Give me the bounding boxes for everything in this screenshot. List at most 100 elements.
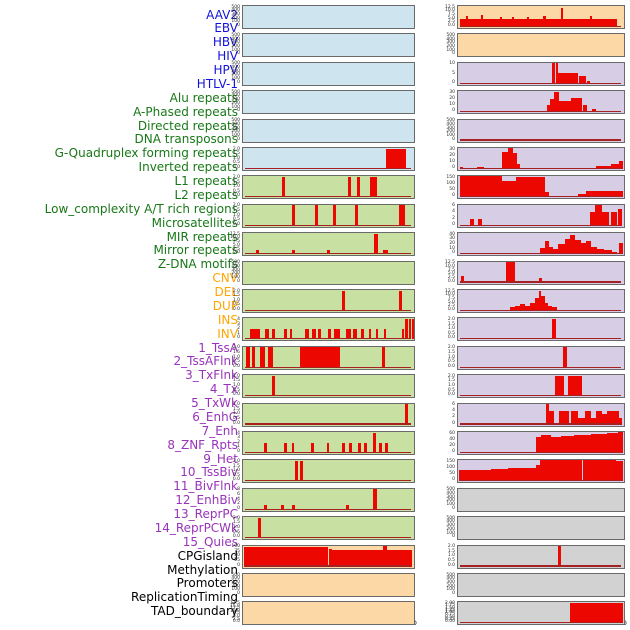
data-bar: [541, 435, 551, 453]
data-bar: [281, 504, 285, 510]
data-bar: [536, 465, 541, 482]
y-tick-label: 1.0: [447, 354, 455, 360]
data-bar: [511, 16, 514, 27]
y-tick-label: 8: [237, 487, 240, 493]
data-bar: [459, 176, 502, 198]
y-tick-label: 0.5: [232, 529, 240, 535]
signal-baseline: [459, 423, 621, 425]
y-tick-label: 10.0: [229, 235, 240, 241]
track-panel-tad-boundary: [457, 601, 625, 626]
y-tick-label: 0.5: [447, 387, 455, 393]
y-tick-label: 500: [231, 32, 240, 38]
data-bar: [272, 375, 276, 397]
y-tick-label: 2.5: [447, 274, 455, 280]
y-tick-label: 50: [449, 187, 455, 193]
data-bar: [613, 410, 619, 425]
data-bar: [558, 72, 578, 84]
data-bar: [360, 329, 364, 340]
data-bar: [516, 163, 521, 169]
y-tick-label: 500: [446, 32, 455, 38]
data-bar: [342, 442, 346, 453]
y-tick-label: 100: [231, 544, 240, 550]
data-bar: [590, 434, 608, 453]
data-bar: [398, 290, 402, 311]
y-tick-label: 500: [231, 118, 240, 124]
data-bar: [610, 163, 620, 169]
data-bar: [520, 304, 526, 311]
signal-baseline: [459, 139, 621, 141]
data-bar: [555, 62, 559, 84]
signal-baseline: [459, 565, 621, 567]
data-bar: [268, 547, 286, 567]
y-tick-label: 0.5: [447, 359, 455, 365]
data-bar: [507, 468, 525, 482]
y-tick-label: 0.0: [232, 619, 240, 625]
track-panel-mirror-repeats: [242, 487, 415, 512]
track-label-dup: DUP: [212, 298, 238, 313]
signal-baseline: [244, 451, 411, 453]
y-tick-label: 30: [449, 89, 455, 95]
signal-baseline: [244, 224, 411, 226]
data-bar: [599, 460, 608, 482]
track-panel-15-quies: [457, 459, 625, 484]
data-bar: [328, 548, 332, 567]
y-tick-label: 100: [446, 530, 455, 536]
y-tick-label: 200: [446, 44, 455, 49]
data-bar: [574, 434, 591, 453]
data-bar: [291, 250, 295, 255]
data-bar: [466, 16, 469, 27]
data-bar: [580, 242, 586, 255]
y-tick-label: 0.0: [232, 250, 240, 256]
data-bar: [574, 460, 583, 482]
data-bar: [285, 546, 299, 567]
data-bar: [582, 460, 591, 482]
data-bar: [333, 329, 341, 340]
y-tick-label: 0.5: [232, 188, 240, 194]
y-tick-label: 15.0: [229, 603, 240, 609]
y-tick-label: 5.0: [447, 271, 455, 277]
y-tick-label: 7.5: [232, 611, 240, 617]
y-tick-label: 0.0: [447, 562, 455, 568]
y-tick-label: 1.0: [447, 326, 455, 332]
data-bar: [318, 329, 322, 340]
data-bar: [577, 193, 586, 198]
track-label-11-bivflnk: 11_BivFlnk: [173, 479, 238, 494]
data-bar: [585, 240, 591, 255]
y-tick-label: 0.0: [447, 363, 455, 369]
data-bar: [251, 347, 255, 368]
y-tick-label: 0: [237, 449, 240, 454]
data-bar: [595, 166, 611, 169]
track-label-low-complexity-a-t-rich-regions: Low_complexity A/T rich regions: [44, 201, 238, 216]
y-tick-label: 500: [446, 487, 455, 493]
signal-baseline: [244, 423, 411, 425]
track-label-mir-repeats: MIR repeats: [166, 229, 238, 244]
data-bar: [590, 460, 600, 482]
y-tick-label: 10.0: [444, 8, 455, 14]
track-label-3-txflnk: 3_TxFlnk: [185, 368, 238, 383]
y-tick-label: 0.5: [232, 415, 240, 421]
y-tick-label: 300: [231, 97, 240, 103]
signal-baseline: [244, 167, 411, 169]
y-tick-label: 5.0: [447, 299, 455, 305]
y-tick-label: 500: [231, 4, 240, 10]
y-tick-label: 0: [452, 165, 455, 170]
data-bar: [538, 290, 542, 311]
data-bar: [326, 250, 330, 255]
track-label-inverted-repeats: Inverted repeats: [138, 160, 238, 175]
y-tick-label: 1.5: [232, 406, 240, 412]
y-tick-label: 0: [237, 23, 240, 28]
track-label-10-tssbiv: 10_TssBiv: [180, 465, 238, 480]
data-bar: [597, 249, 605, 255]
y-tick-label: 5: [452, 70, 455, 76]
y-tick-label: 100: [446, 465, 455, 471]
data-bar: [267, 347, 273, 368]
track-panel-a-phased-repeats: [242, 203, 415, 228]
y-tick-label: 0.0: [232, 221, 240, 227]
y-tick-label: 40: [449, 231, 455, 237]
track-panel-microsatellites: [242, 431, 415, 455]
data-bar: [382, 347, 386, 368]
y-tick-label: 200: [231, 100, 240, 106]
y-tick-label: 40: [449, 436, 455, 442]
y-tick-label: 300: [231, 579, 240, 585]
